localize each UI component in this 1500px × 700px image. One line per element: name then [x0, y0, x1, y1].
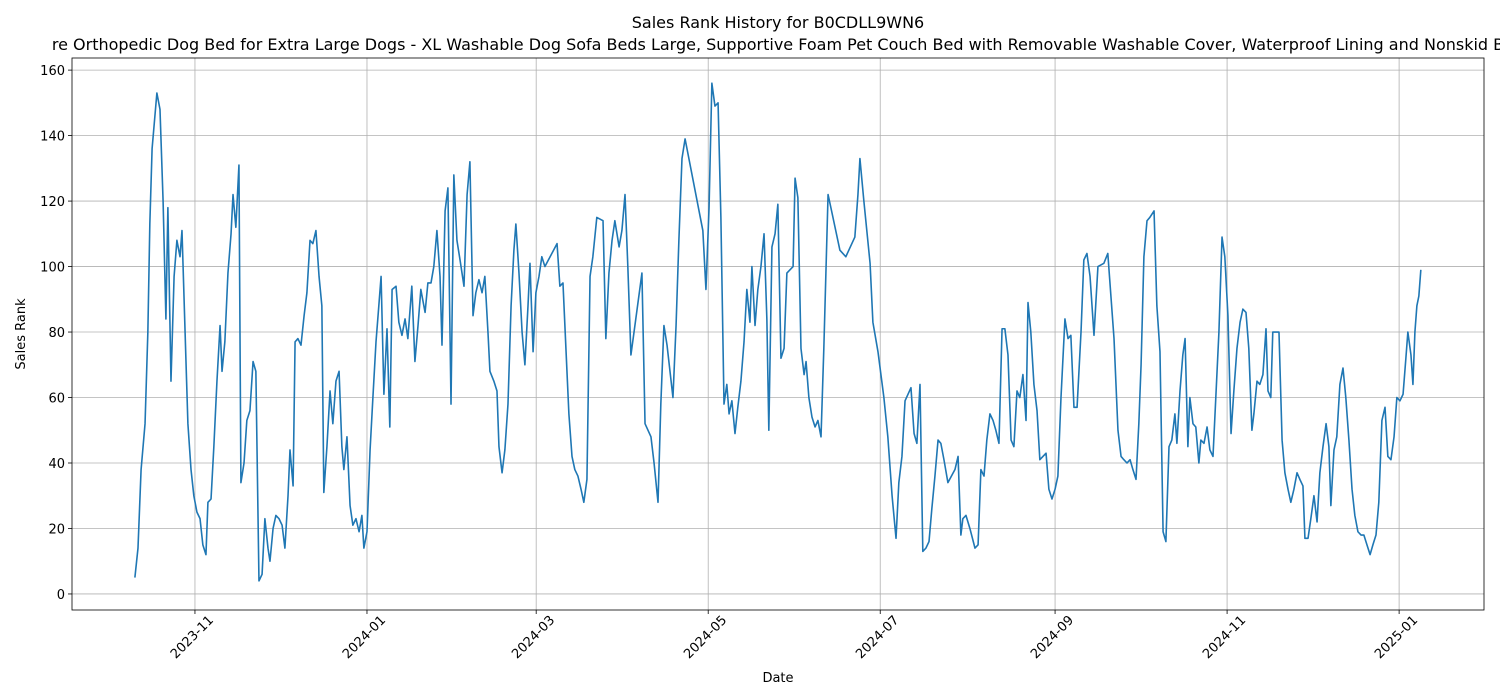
y-tick-label: 60	[48, 392, 65, 407]
x-tick-label: 2024-11	[1200, 613, 1249, 662]
chart-title: Sales Rank History for B0CDLL9WN6	[632, 13, 924, 32]
data-line	[134, 82, 1422, 582]
plot-frame	[71, 57, 1485, 611]
x-tick-label: 2025-01	[1372, 613, 1421, 662]
y-tick-label: 160	[40, 64, 65, 79]
y-tick-label: 0	[57, 588, 65, 603]
y-tick-label: 140	[40, 130, 65, 145]
y-tick-label: 40	[48, 457, 65, 472]
y-tick-label: 120	[40, 195, 65, 210]
y-tick-label: 80	[48, 326, 65, 341]
x-tick-label: 2024-07	[853, 613, 902, 662]
x-axis-label: Date	[762, 671, 793, 686]
chart-subtitle: re Orthopedic Dog Bed for Extra Large Do…	[52, 35, 1500, 54]
x-tick-label: 2024-03	[509, 613, 558, 662]
x-tick-label: 2024-09	[1028, 613, 1077, 662]
x-tick-label: 2024-05	[681, 613, 730, 662]
y-tick-label: 100	[40, 261, 65, 276]
y-tick-label: 20	[48, 522, 65, 537]
x-tick-label: 2024-01	[340, 613, 389, 662]
x-tick-label: 2023-11	[168, 613, 217, 662]
y-axis-label: Sales Rank	[14, 298, 29, 370]
